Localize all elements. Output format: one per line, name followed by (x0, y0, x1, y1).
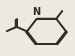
Text: N: N (32, 6, 40, 17)
